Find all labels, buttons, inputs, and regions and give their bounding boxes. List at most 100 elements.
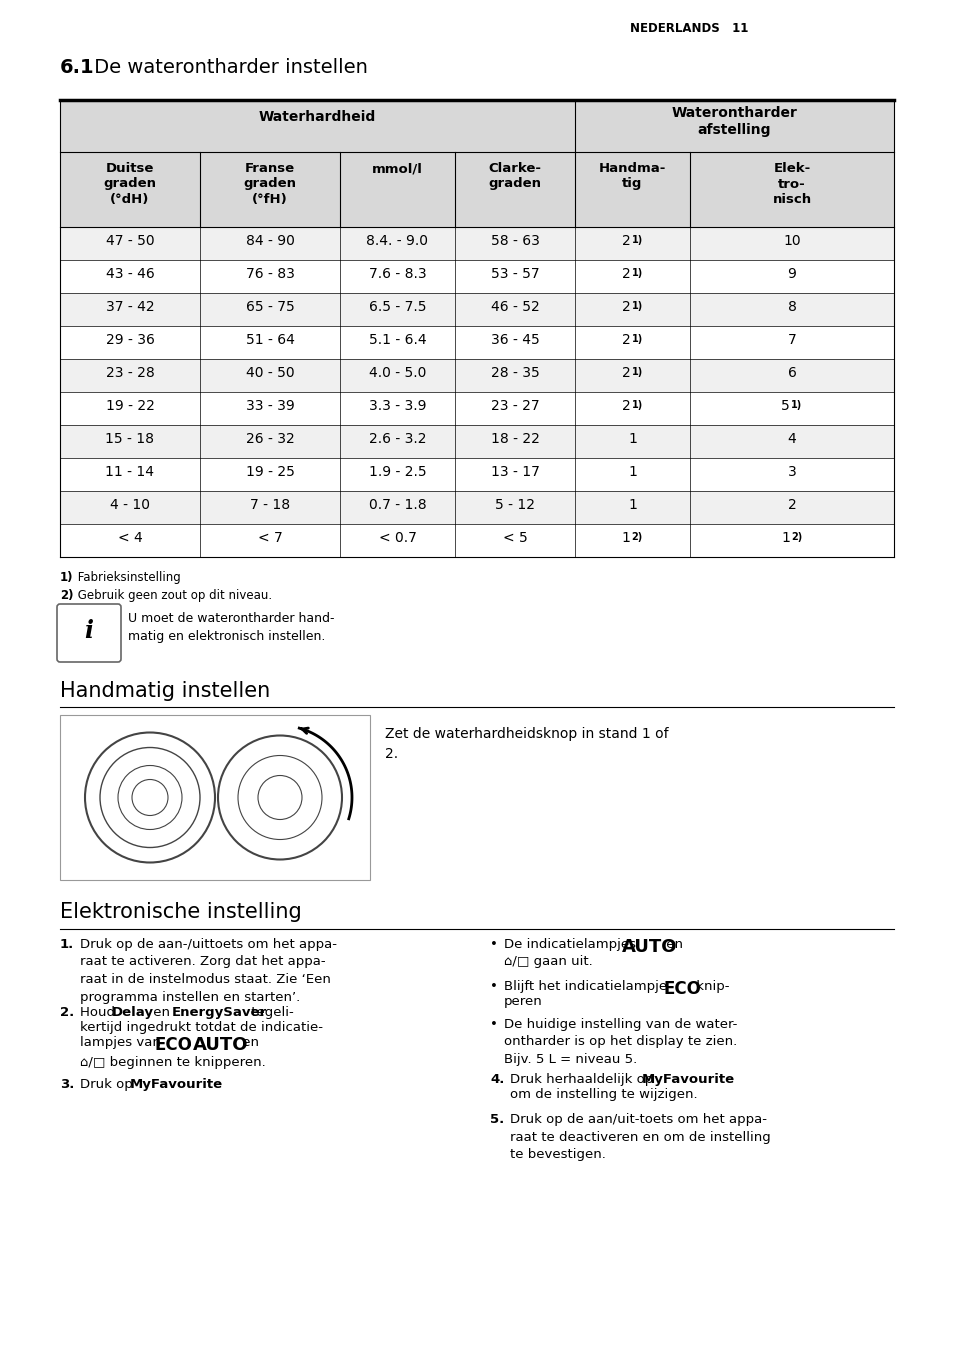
Text: 1: 1 xyxy=(627,498,637,512)
Bar xyxy=(60,227,893,260)
Text: 7.6 - 8.3: 7.6 - 8.3 xyxy=(368,266,426,281)
Text: 1): 1) xyxy=(631,334,642,343)
Bar xyxy=(60,458,893,491)
Text: 47 - 50: 47 - 50 xyxy=(106,234,154,247)
Text: •: • xyxy=(490,1018,497,1032)
Text: •: • xyxy=(490,938,497,950)
Text: en: en xyxy=(149,1006,174,1019)
Text: 1): 1) xyxy=(631,268,642,279)
Text: 11 - 14: 11 - 14 xyxy=(106,465,154,479)
Text: 2.: 2. xyxy=(60,1006,74,1019)
Text: ECO: ECO xyxy=(663,980,701,998)
Text: 1.9 - 2.5: 1.9 - 2.5 xyxy=(368,465,426,479)
Text: Druk op de aan/uit-toets om het appa-
raat te deactiveren en om de instelling
te: Druk op de aan/uit-toets om het appa- ra… xyxy=(510,1113,770,1161)
Text: 3.3 - 3.9: 3.3 - 3.9 xyxy=(369,399,426,412)
Text: < 4: < 4 xyxy=(117,531,142,545)
Text: 2): 2) xyxy=(790,531,801,542)
Text: en: en xyxy=(661,938,682,950)
Text: NEDERLANDS   11: NEDERLANDS 11 xyxy=(629,22,747,35)
Text: Druk op: Druk op xyxy=(80,1078,137,1091)
Text: 7: 7 xyxy=(787,333,796,347)
Text: mmol/l: mmol/l xyxy=(372,162,422,174)
Text: 76 - 83: 76 - 83 xyxy=(245,266,294,281)
Text: 51 - 64: 51 - 64 xyxy=(245,333,294,347)
Text: 1: 1 xyxy=(627,433,637,446)
Text: 2): 2) xyxy=(60,589,73,602)
Text: 0.7 - 1.8: 0.7 - 1.8 xyxy=(368,498,426,512)
Text: < 7: < 7 xyxy=(257,531,282,545)
Text: ⌂/□ beginnen te knipperen.: ⌂/□ beginnen te knipperen. xyxy=(80,1056,266,1069)
Text: 2: 2 xyxy=(621,266,630,281)
Text: Waterontharder
afstelling: Waterontharder afstelling xyxy=(671,105,797,138)
Text: lampjes van: lampjes van xyxy=(80,1036,165,1049)
Text: 33 - 39: 33 - 39 xyxy=(245,399,294,412)
Bar xyxy=(60,525,893,557)
Text: om de instelling te wijzigen.: om de instelling te wijzigen. xyxy=(510,1088,697,1101)
Text: 15 - 18: 15 - 18 xyxy=(106,433,154,446)
Text: 4.0 - 5.0: 4.0 - 5.0 xyxy=(369,366,426,380)
Text: < 5: < 5 xyxy=(502,531,527,545)
Text: .: . xyxy=(208,1078,212,1091)
Text: < 0.7: < 0.7 xyxy=(378,531,416,545)
Bar xyxy=(60,260,893,293)
Text: AUTO: AUTO xyxy=(621,938,677,956)
Text: tegeli-: tegeli- xyxy=(247,1006,294,1019)
Bar xyxy=(60,491,893,525)
Text: i: i xyxy=(85,619,93,644)
Text: 1): 1) xyxy=(60,571,73,584)
Text: 2: 2 xyxy=(621,366,630,380)
Text: peren: peren xyxy=(503,995,542,1009)
Text: Houd: Houd xyxy=(80,1006,119,1019)
Text: Waterhardheid: Waterhardheid xyxy=(258,110,375,124)
Text: 8.4. - 9.0: 8.4. - 9.0 xyxy=(366,234,428,247)
Text: 9: 9 xyxy=(787,266,796,281)
Text: Blijft het indicatielampje: Blijft het indicatielampje xyxy=(503,980,671,992)
Text: 6.5 - 7.5: 6.5 - 7.5 xyxy=(369,300,426,314)
Bar xyxy=(60,151,893,227)
Text: 1: 1 xyxy=(621,531,630,545)
Text: 5: 5 xyxy=(781,399,789,412)
Bar xyxy=(60,100,893,151)
Text: 36 - 45: 36 - 45 xyxy=(490,333,538,347)
Text: 2: 2 xyxy=(787,498,796,512)
Text: •: • xyxy=(490,980,497,992)
Text: 4.: 4. xyxy=(490,1073,504,1086)
Bar xyxy=(60,293,893,326)
Bar xyxy=(60,326,893,360)
Text: MyFavourite: MyFavourite xyxy=(130,1078,223,1091)
Text: 1): 1) xyxy=(631,366,642,377)
Text: 6.1: 6.1 xyxy=(60,58,94,77)
Text: 13 - 17: 13 - 17 xyxy=(490,465,538,479)
Text: De indicatielampjes: De indicatielampjes xyxy=(503,938,639,950)
FancyBboxPatch shape xyxy=(57,604,121,662)
Text: 2: 2 xyxy=(621,234,630,247)
Text: ECO: ECO xyxy=(154,1036,193,1055)
Text: Druk herhaaldelijk op: Druk herhaaldelijk op xyxy=(510,1073,657,1086)
Text: 29 - 36: 29 - 36 xyxy=(106,333,154,347)
Text: 23 - 28: 23 - 28 xyxy=(106,366,154,380)
Text: en: en xyxy=(237,1036,258,1049)
Text: 5.1 - 6.4: 5.1 - 6.4 xyxy=(368,333,426,347)
Text: 1): 1) xyxy=(790,400,801,410)
Text: 4: 4 xyxy=(787,433,796,446)
Text: De waterontharder instellen: De waterontharder instellen xyxy=(88,58,368,77)
Text: 19 - 22: 19 - 22 xyxy=(106,399,154,412)
Text: EnergySaver: EnergySaver xyxy=(172,1006,267,1019)
Text: ,: , xyxy=(187,1036,191,1049)
Text: 4 - 10: 4 - 10 xyxy=(110,498,150,512)
Text: Duitse
graden
(°dH): Duitse graden (°dH) xyxy=(103,162,156,206)
Text: Zet de waterhardheidsknop in stand 1 of
2.: Zet de waterhardheidsknop in stand 1 of … xyxy=(385,727,668,760)
Bar xyxy=(60,425,893,458)
Text: 37 - 42: 37 - 42 xyxy=(106,300,154,314)
Text: 43 - 46: 43 - 46 xyxy=(106,266,154,281)
Text: U moet de waterontharder hand-
matig en elektronisch instellen.: U moet de waterontharder hand- matig en … xyxy=(128,612,335,644)
Text: Handma-
tig: Handma- tig xyxy=(598,162,665,191)
Bar xyxy=(60,360,893,392)
Text: 10: 10 xyxy=(782,234,800,247)
Text: 6: 6 xyxy=(787,366,796,380)
Text: 3.: 3. xyxy=(60,1078,74,1091)
Text: 2.6 - 3.2: 2.6 - 3.2 xyxy=(369,433,426,446)
Text: 2: 2 xyxy=(621,333,630,347)
Text: MyFavourite: MyFavourite xyxy=(641,1073,735,1086)
Text: 23 - 27: 23 - 27 xyxy=(490,399,538,412)
